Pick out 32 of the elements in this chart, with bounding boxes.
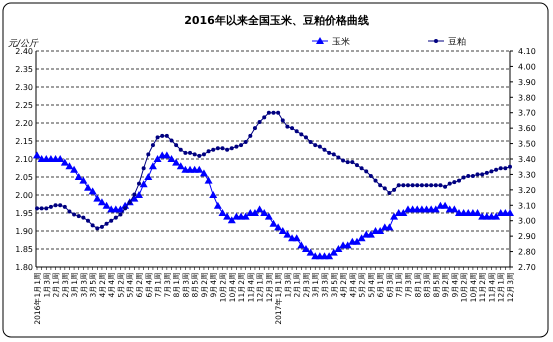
- y2-tick-label: 2.80: [518, 248, 536, 257]
- y2-tick-label: 3.90: [518, 78, 536, 87]
- y-tick-label: 2.25: [15, 101, 33, 110]
- y2-tick-label: 3.00: [518, 216, 536, 226]
- y-tick-label: 2.05: [15, 173, 33, 182]
- y2-tick-label: 3.40: [518, 155, 536, 164]
- y-tick-label: 2.10: [15, 155, 33, 164]
- chart-title: 2016年以来全国玉米、豆粕价格曲线: [184, 14, 369, 27]
- y-tick-label: 2.00: [15, 191, 33, 200]
- y2-tick-label: 3.60: [518, 124, 536, 134]
- y2-tick-label: 3.80: [518, 93, 536, 102]
- y-tick-label: 2.35: [15, 65, 33, 74]
- legend-label: 玉米: [332, 36, 350, 48]
- y-axis-title: 元/公斤: [8, 38, 40, 49]
- y2-tick-label: 3.30: [518, 170, 536, 180]
- y-tick-label: 1.95: [15, 209, 33, 218]
- y2-tick-label: 3.70: [518, 108, 536, 118]
- y2-tick-label: 3.20: [518, 186, 536, 195]
- y-tick-label: 1.90: [15, 227, 33, 236]
- y-tick-label: 2.30: [15, 83, 33, 92]
- y2-tick-label: 3.10: [518, 201, 536, 210]
- y-tick-label: 2.40: [15, 47, 33, 56]
- y-tick-label: 2.20: [15, 119, 33, 128]
- y2-tick-label: 2.70: [518, 263, 536, 272]
- legend-label: 豆粕: [448, 36, 466, 48]
- y-tick-label: 2.15: [15, 137, 33, 146]
- y-tick-label: 1.85: [15, 245, 33, 254]
- y2-tick-label: 4.10: [518, 47, 536, 56]
- y2-tick-label: 3.50: [518, 140, 536, 149]
- y-tick-label: 1.80: [15, 263, 33, 272]
- y2-tick-label: 4.00: [518, 62, 536, 72]
- y2-tick-label: 2.90: [518, 232, 536, 242]
